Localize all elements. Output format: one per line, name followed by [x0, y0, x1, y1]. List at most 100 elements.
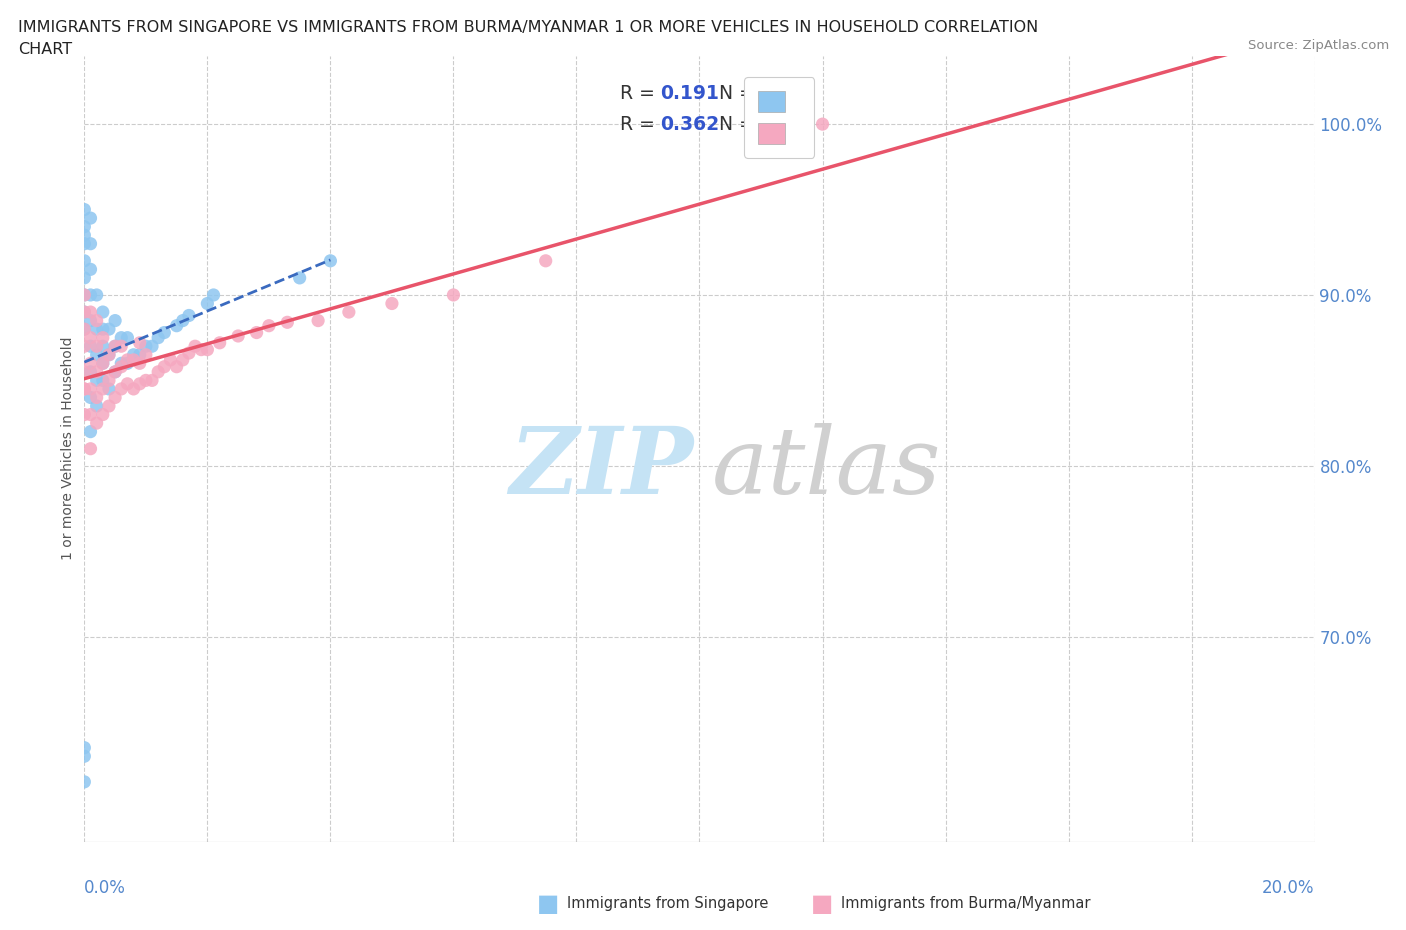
Point — [135, 373, 157, 388]
Point — [91, 322, 114, 337]
Point — [79, 236, 101, 251]
Point — [148, 365, 170, 379]
Point — [190, 342, 212, 357]
Point — [73, 775, 96, 790]
Point — [73, 202, 96, 217]
Point — [104, 313, 127, 328]
Point — [208, 336, 231, 351]
Point — [79, 442, 101, 457]
Point — [73, 305, 96, 320]
Point — [184, 339, 207, 353]
Point — [79, 424, 101, 439]
Text: N =: N = — [720, 115, 761, 135]
Point — [73, 381, 96, 396]
Point — [319, 253, 342, 268]
Point — [135, 347, 157, 362]
Point — [307, 313, 329, 328]
Point — [122, 381, 145, 396]
Point — [98, 373, 121, 388]
Point — [79, 262, 101, 277]
Point — [166, 359, 188, 374]
Point — [110, 381, 132, 396]
Text: ZIP: ZIP — [509, 423, 693, 513]
Point — [534, 253, 557, 268]
Text: 0.362: 0.362 — [661, 115, 720, 135]
Point — [91, 356, 114, 371]
Point — [104, 365, 127, 379]
Point — [153, 326, 176, 340]
Point — [79, 381, 101, 396]
Point — [86, 416, 108, 431]
Point — [73, 407, 96, 422]
Point — [73, 381, 96, 396]
Point — [128, 347, 150, 362]
Point — [86, 365, 108, 379]
Point — [79, 365, 101, 379]
Point — [73, 305, 96, 320]
Point — [117, 356, 139, 371]
Point — [141, 339, 163, 353]
Point — [122, 352, 145, 367]
Point — [86, 287, 108, 302]
Point — [117, 330, 139, 345]
Point — [73, 287, 96, 302]
Text: 0.0%: 0.0% — [84, 879, 127, 897]
Text: Immigrants from Singapore: Immigrants from Singapore — [567, 897, 768, 911]
Point — [79, 390, 101, 405]
Point — [98, 347, 121, 362]
Point — [73, 365, 96, 379]
Point — [91, 381, 114, 396]
Point — [177, 346, 200, 361]
Point — [197, 296, 219, 311]
Point — [86, 313, 108, 328]
Point — [128, 377, 150, 392]
Point — [98, 322, 121, 337]
Point — [226, 328, 249, 343]
Point — [73, 228, 96, 243]
Point — [79, 339, 101, 353]
Point — [172, 352, 194, 367]
Point — [98, 347, 121, 362]
Point — [117, 377, 139, 392]
Point — [79, 313, 101, 328]
Point — [104, 390, 127, 405]
Point — [202, 287, 225, 302]
Point — [79, 330, 101, 345]
Point — [91, 339, 114, 353]
Point — [110, 330, 132, 345]
Text: ■: ■ — [537, 892, 560, 916]
Point — [73, 322, 96, 337]
Point — [86, 399, 108, 414]
Point — [811, 116, 834, 131]
Point — [257, 318, 280, 333]
Point — [172, 313, 194, 328]
Point — [73, 740, 96, 755]
Text: IMMIGRANTS FROM SINGAPORE VS IMMIGRANTS FROM BURMA/MYANMAR 1 OR MORE VEHICLES IN: IMMIGRANTS FROM SINGAPORE VS IMMIGRANTS … — [18, 20, 1039, 35]
Point — [443, 287, 465, 302]
Point — [91, 407, 114, 422]
Text: R =: R = — [620, 115, 661, 135]
Point — [86, 373, 108, 388]
Legend: , : , — [744, 77, 814, 157]
Point — [73, 219, 96, 234]
Point — [73, 339, 96, 353]
Point — [197, 342, 219, 357]
Point — [79, 407, 101, 422]
Point — [337, 305, 360, 320]
Y-axis label: 1 or more Vehicles in Household: 1 or more Vehicles in Household — [62, 337, 76, 561]
Point — [246, 326, 269, 340]
Text: 20.0%: 20.0% — [1263, 879, 1315, 897]
Text: 61: 61 — [759, 115, 785, 135]
Point — [110, 339, 132, 353]
Point — [104, 339, 127, 353]
Text: N =: N = — [720, 84, 761, 103]
Point — [91, 330, 114, 345]
Text: ■: ■ — [811, 892, 834, 916]
Point — [73, 271, 96, 286]
Text: R =: R = — [620, 84, 661, 103]
Point — [128, 356, 150, 371]
Point — [79, 356, 101, 371]
Point — [73, 287, 96, 302]
Point — [110, 359, 132, 374]
Point — [79, 211, 101, 226]
